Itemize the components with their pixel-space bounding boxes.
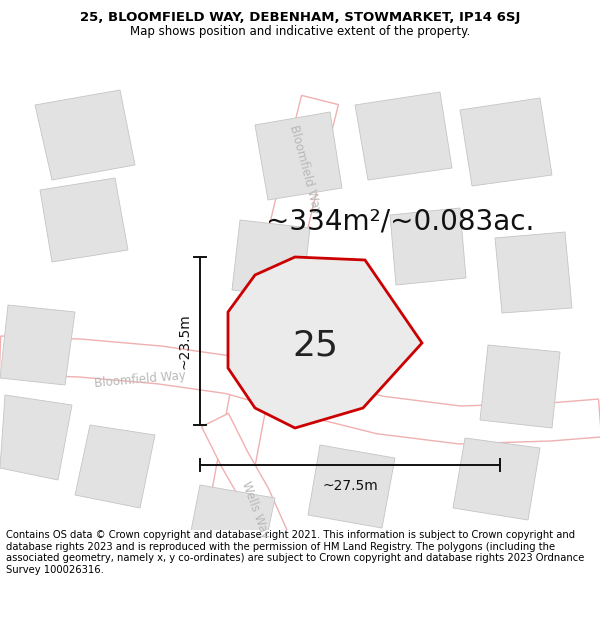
Polygon shape [355,92,452,180]
Polygon shape [228,257,422,428]
Polygon shape [480,345,560,428]
Polygon shape [186,485,275,570]
Text: Bloomfield Way: Bloomfield Way [94,369,186,391]
Text: ~27.5m: ~27.5m [322,479,378,493]
Polygon shape [453,438,540,520]
Text: Bloomfield Way: Bloomfield Way [287,124,323,216]
Polygon shape [35,90,135,180]
Polygon shape [0,336,600,444]
Text: ~334m²/~0.083ac.: ~334m²/~0.083ac. [266,208,534,236]
Text: ~23.5m: ~23.5m [178,313,192,369]
Polygon shape [255,112,342,200]
Text: Contains OS data © Crown copyright and database right 2021. This information is : Contains OS data © Crown copyright and d… [6,530,584,575]
Polygon shape [232,220,310,298]
Polygon shape [390,208,466,285]
Text: Map shows position and indicative extent of the property.: Map shows position and indicative extent… [130,24,470,38]
Polygon shape [202,413,308,587]
Polygon shape [460,98,552,186]
Text: 25, BLOOMFIELD WAY, DEBENHAM, STOWMARKET, IP14 6SJ: 25, BLOOMFIELD WAY, DEBENHAM, STOWMARKET… [80,11,520,24]
Polygon shape [308,445,395,528]
Polygon shape [75,425,155,508]
Polygon shape [0,395,72,480]
Polygon shape [495,232,572,313]
Text: 25: 25 [292,328,338,362]
Polygon shape [196,96,338,583]
Text: Wells Way: Wells Way [239,479,271,541]
Polygon shape [40,178,128,262]
Polygon shape [0,305,75,385]
